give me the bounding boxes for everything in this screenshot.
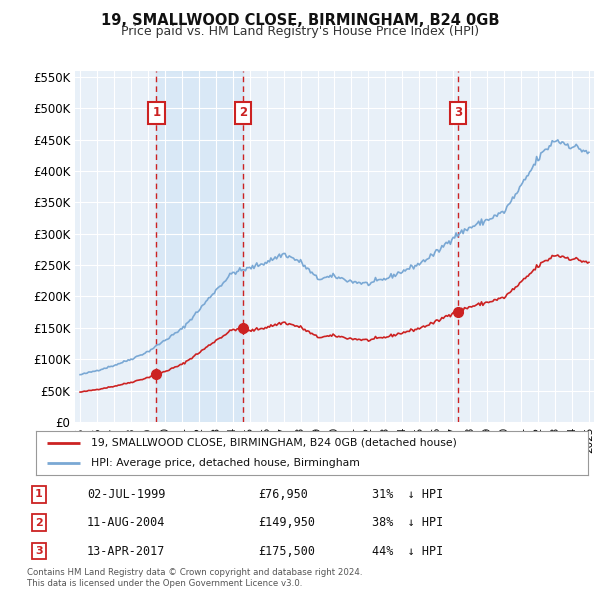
- Text: HPI: Average price, detached house, Birmingham: HPI: Average price, detached house, Birm…: [91, 458, 360, 468]
- Text: 44%  ↓ HPI: 44% ↓ HPI: [372, 545, 443, 558]
- Text: 02-JUL-1999: 02-JUL-1999: [87, 488, 166, 501]
- Text: 11-AUG-2004: 11-AUG-2004: [87, 516, 166, 529]
- Text: 2: 2: [239, 106, 247, 119]
- Text: £149,950: £149,950: [258, 516, 315, 529]
- Text: 19, SMALLWOOD CLOSE, BIRMINGHAM, B24 0GB (detached house): 19, SMALLWOOD CLOSE, BIRMINGHAM, B24 0GB…: [91, 438, 457, 448]
- Text: Price paid vs. HM Land Registry's House Price Index (HPI): Price paid vs. HM Land Registry's House …: [121, 25, 479, 38]
- Text: 31%  ↓ HPI: 31% ↓ HPI: [372, 488, 443, 501]
- Bar: [157, 71, 243, 422]
- Text: £76,950: £76,950: [258, 488, 308, 501]
- Text: Contains HM Land Registry data © Crown copyright and database right 2024.
This d: Contains HM Land Registry data © Crown c…: [27, 568, 362, 588]
- Text: 19, SMALLWOOD CLOSE, BIRMINGHAM, B24 0GB: 19, SMALLWOOD CLOSE, BIRMINGHAM, B24 0GB: [101, 13, 499, 28]
- Text: 1: 1: [152, 106, 160, 119]
- Text: 3: 3: [35, 546, 43, 556]
- Text: 2: 2: [35, 518, 43, 527]
- Text: 13-APR-2017: 13-APR-2017: [87, 545, 166, 558]
- Text: £175,500: £175,500: [258, 545, 315, 558]
- Text: 38%  ↓ HPI: 38% ↓ HPI: [372, 516, 443, 529]
- Text: 1: 1: [35, 490, 43, 499]
- Text: 3: 3: [454, 106, 462, 119]
